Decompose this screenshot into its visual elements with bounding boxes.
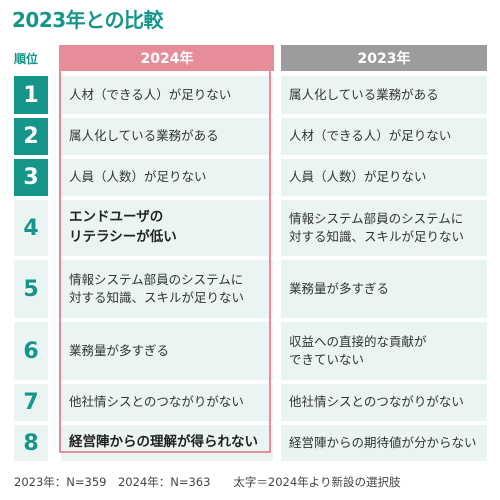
cell-2024-text: エンドユーザの リテラシーが低い	[69, 209, 177, 245]
cell-2024: 他社情シスとのつながりがない	[61, 384, 273, 421]
table-row: 7 他社情シスとのつながりがない 他社情シスとのつながりがない	[14, 384, 487, 421]
cell-2023: 収益への直接的な貢献が できていない	[281, 322, 487, 380]
cell-2024-text: 業務量が多すぎる	[69, 342, 170, 358]
rank-number: 6	[14, 322, 48, 380]
cell-2023-text: 人材（できる人）が足りない	[289, 128, 452, 144]
rank-number: 5	[14, 260, 48, 318]
cell-2024: 人材（できる人）が足りない	[61, 76, 273, 114]
cell-2024: 情報システム部員のシステムに 対する知識、スキルが足りない	[61, 260, 273, 318]
rank-number: 1	[14, 76, 48, 114]
table-row: 8 経営陣からの理解が得られない 経営陣からの期待値が分からない	[14, 425, 487, 461]
cell-2023: 人材（できる人）が足りない	[281, 118, 487, 155]
cell-2024: エンドユーザの リテラシーが低い	[61, 200, 273, 256]
cell-2023: 他社情シスとのつながりがない	[281, 384, 487, 421]
rank-header: 順位	[14, 52, 39, 66]
rank-number: 7	[14, 384, 48, 421]
footnote: 2023年：N=359 2024年：N=363 太字＝2024年より新設の選択肢	[14, 475, 401, 489]
cell-2024-text: 人材（できる人）が足りない	[69, 86, 232, 102]
page-title: 2023年との比較	[12, 8, 163, 32]
cell-2024-text: 情報システム部員のシステムに 対する知識、スキルが足りない	[69, 271, 245, 305]
cell-2023-text: 他社情シスとのつながりがない	[289, 394, 464, 410]
cell-2024-text: 人員（人数）が足りない	[69, 169, 207, 185]
cell-2024: 人員（人数）が足りない	[61, 159, 273, 196]
table-row: 2 属人化している業務がある 人材（できる人）が足りない	[14, 118, 487, 155]
rank-number: 3	[14, 159, 48, 196]
cell-2023: 人員（人数）が足りない	[281, 159, 487, 196]
cell-2023-text: 人員（人数）が足りない	[289, 169, 427, 185]
cell-2023-text: 業務量が多すぎる	[289, 280, 390, 296]
rank-number: 8	[14, 425, 48, 461]
cell-2023-text: 経営陣からの期待値が分からない	[289, 434, 477, 450]
cell-2024: 業務量が多すぎる	[61, 322, 273, 380]
cell-2024-text: 経営陣からの理解が得られない	[69, 434, 258, 451]
table-row: 6 業務量が多すぎる 収益への直接的な貢献が できていない	[14, 322, 487, 380]
table-row: 1 人材（できる人）が足りない 属人化している業務がある	[14, 76, 487, 114]
cell-2023: 業務量が多すぎる	[281, 260, 487, 318]
cell-2024: 経営陣からの理解が得られない	[61, 425, 273, 461]
cell-2024: 属人化している業務がある	[61, 118, 273, 155]
table-row: 5 情報システム部員のシステムに 対する知識、スキルが足りない 業務量が多すぎる	[14, 260, 487, 318]
cell-2023: 経営陣からの期待値が分からない	[281, 425, 487, 461]
table-row: 3 人員（人数）が足りない 人員（人数）が足りない	[14, 159, 487, 196]
year-2023-header: 2023年	[281, 45, 487, 71]
cell-2023-text: 収益への直接的な貢献が できていない	[289, 333, 427, 367]
rank-number: 2	[14, 118, 48, 155]
cell-2023-text: 属人化している業務がある	[289, 86, 439, 102]
rank-number: 4	[14, 200, 48, 256]
cell-2023-text: 情報システム部員のシステムに 対する知識、スキルが足りない	[289, 210, 465, 244]
table-row: 4 エンドユーザの リテラシーが低い 情報システム部員のシステムに 対する知識、スキ…	[14, 200, 487, 256]
cell-2023: 情報システム部員のシステムに 対する知識、スキルが足りない	[281, 200, 487, 256]
cell-2024-text: 他社情シスとのつながりがない	[69, 394, 244, 410]
cell-2023: 属人化している業務がある	[281, 76, 487, 114]
year-2024-header: 2024年	[60, 45, 274, 71]
cell-2024-text: 属人化している業務がある	[69, 128, 219, 144]
